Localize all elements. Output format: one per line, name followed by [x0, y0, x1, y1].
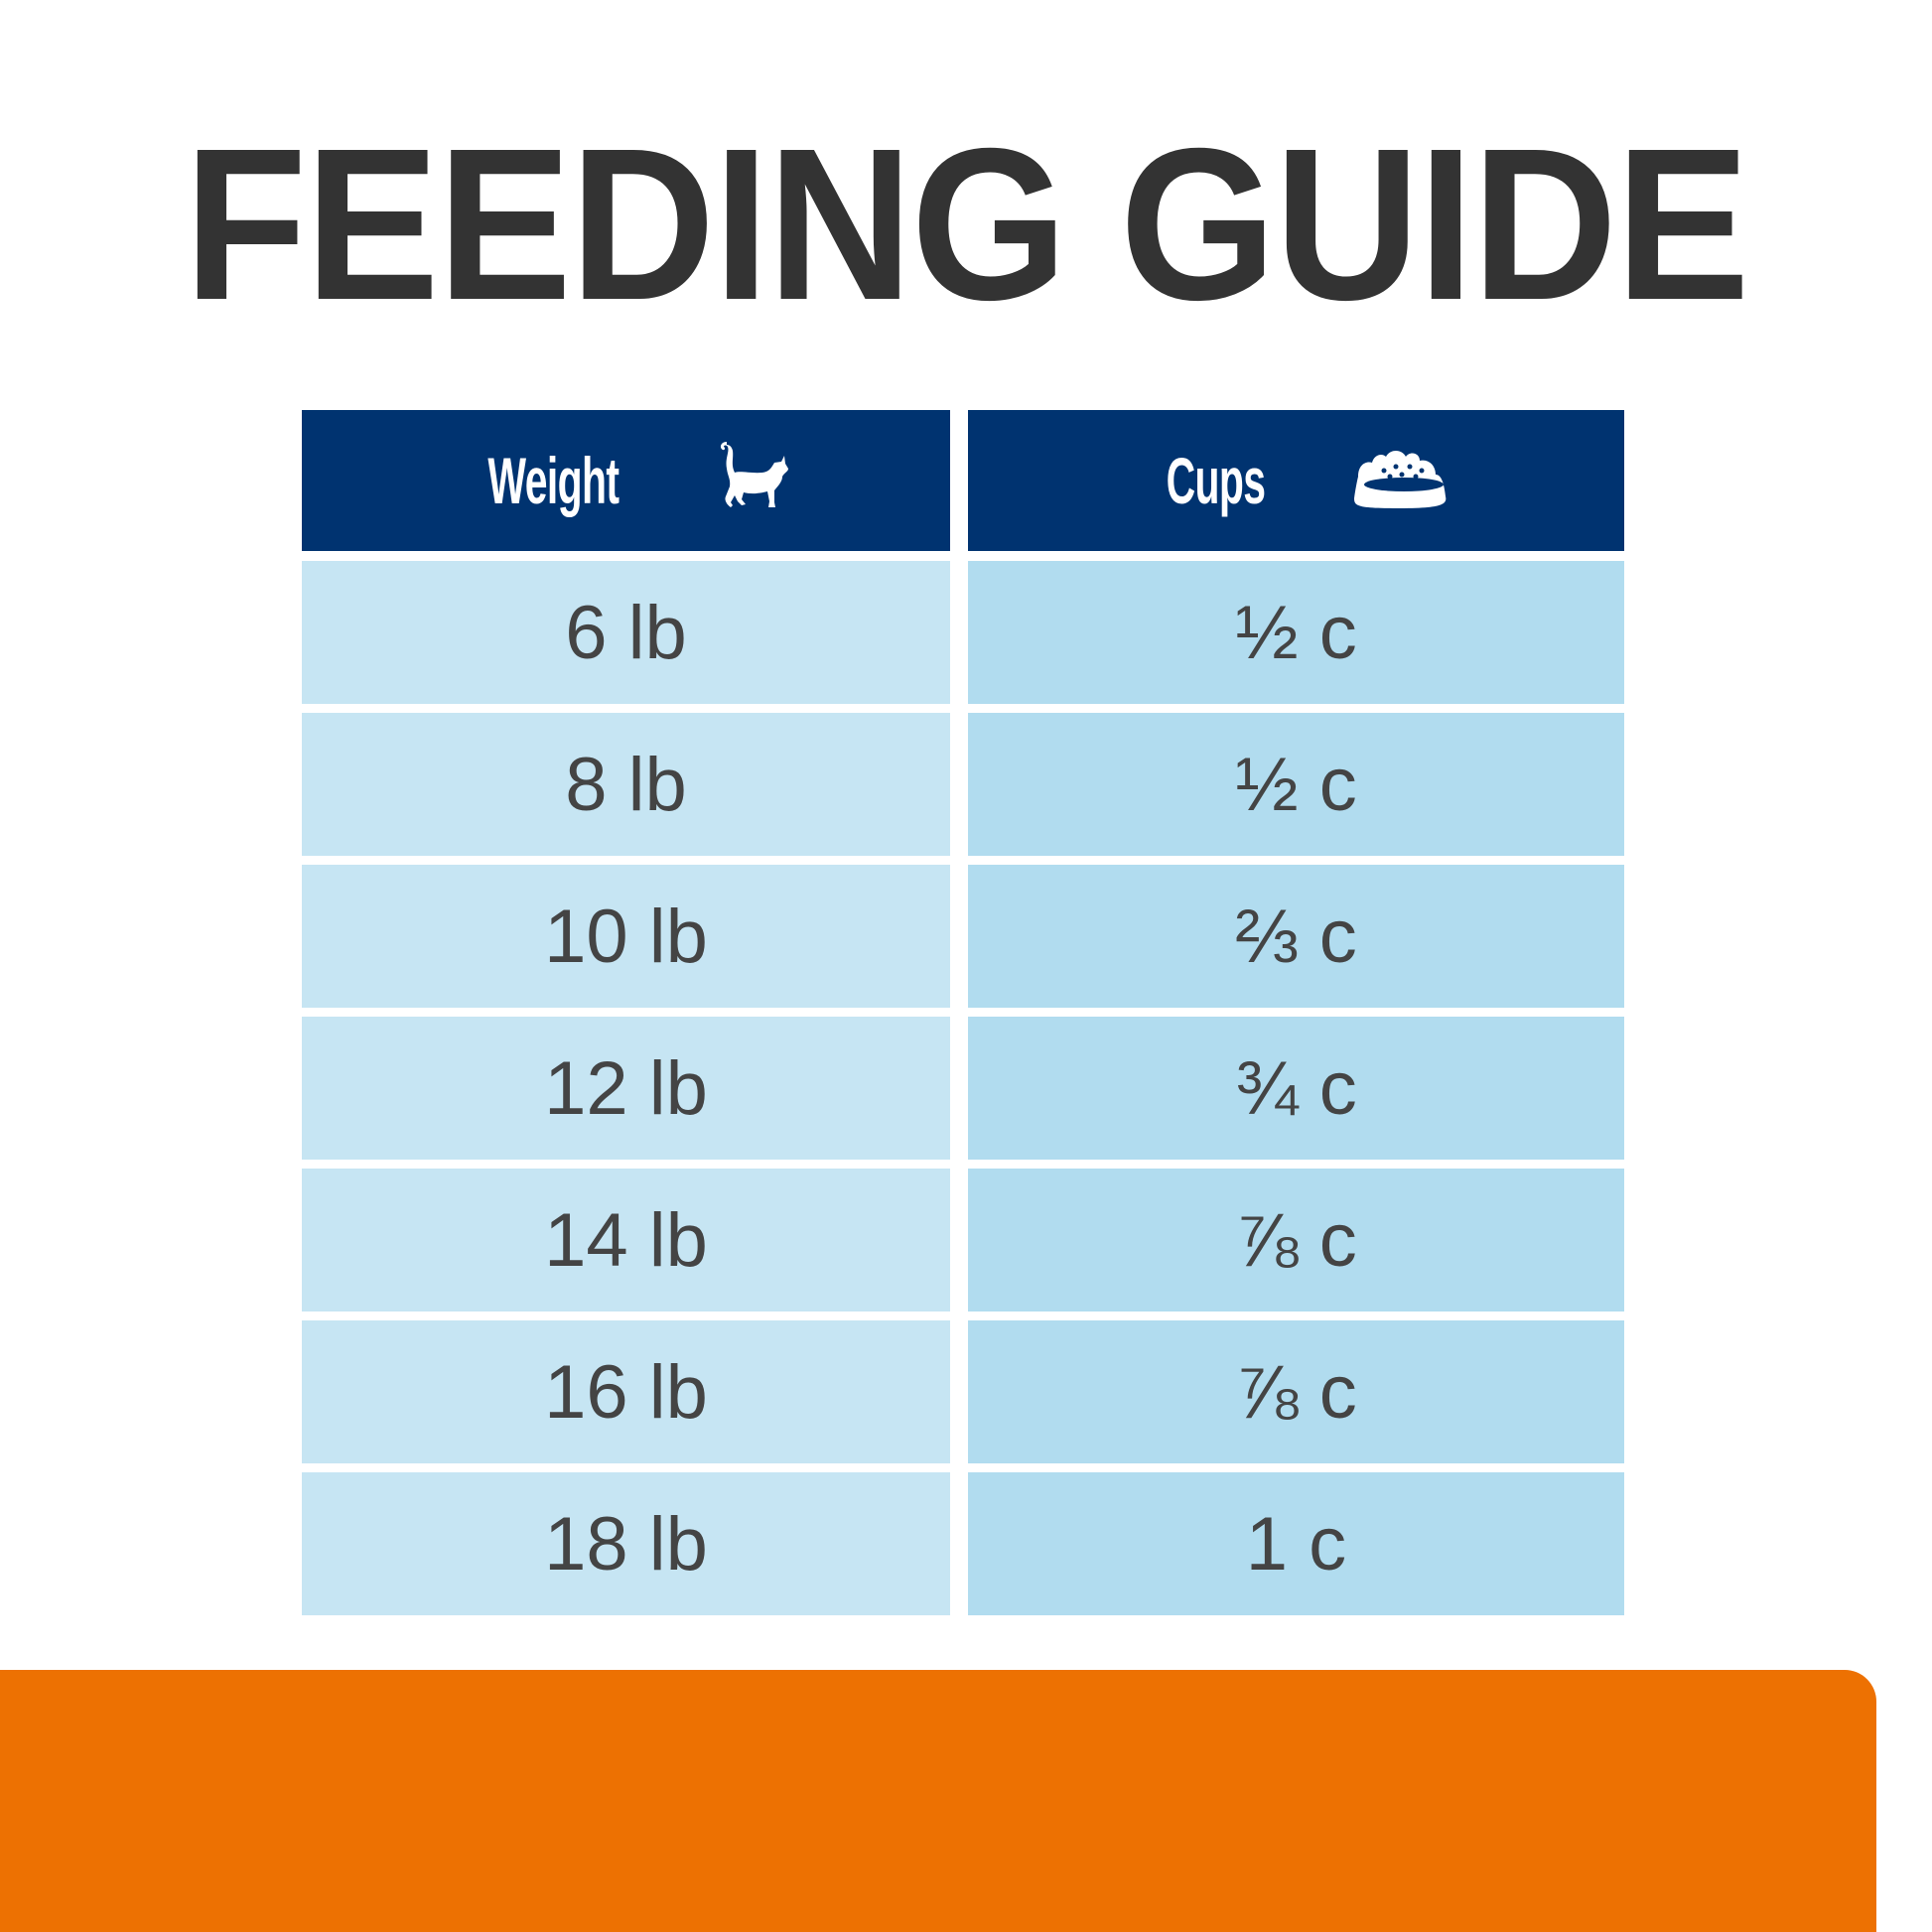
cat-icon	[721, 442, 789, 507]
cups-cell: ⅞ c	[968, 1169, 1624, 1311]
cups-cell: ¾ c	[968, 1017, 1624, 1160]
orange-footer-band	[0, 1670, 1876, 1932]
weight-header: Weight	[302, 410, 950, 551]
cups-cell: ½ c	[968, 561, 1624, 704]
weight-cell: 10 lb	[302, 865, 950, 1008]
title-text: FEEDING GUIDE	[184, 104, 1749, 345]
weight-header-label: Weight	[487, 444, 620, 517]
cups-cell: ½ c	[968, 713, 1624, 856]
cups-cell: ⅞ c	[968, 1320, 1624, 1463]
weight-cell: 6 lb	[302, 561, 950, 704]
food-bowl-icon	[1353, 451, 1446, 508]
cups-cell: ⅔ c	[968, 865, 1624, 1008]
weight-cell: 14 lb	[302, 1169, 950, 1311]
weight-cell: 12 lb	[302, 1017, 950, 1160]
cups-cell: 1 c	[968, 1472, 1624, 1615]
weight-cell: 8 lb	[302, 713, 950, 856]
weight-cell: 18 lb	[302, 1472, 950, 1615]
cups-header-label: Cups	[1166, 444, 1265, 517]
page-title: FEEDING GUIDE	[0, 117, 1932, 334]
cups-header: Cups	[968, 410, 1624, 551]
weight-cell: 16 lb	[302, 1320, 950, 1463]
